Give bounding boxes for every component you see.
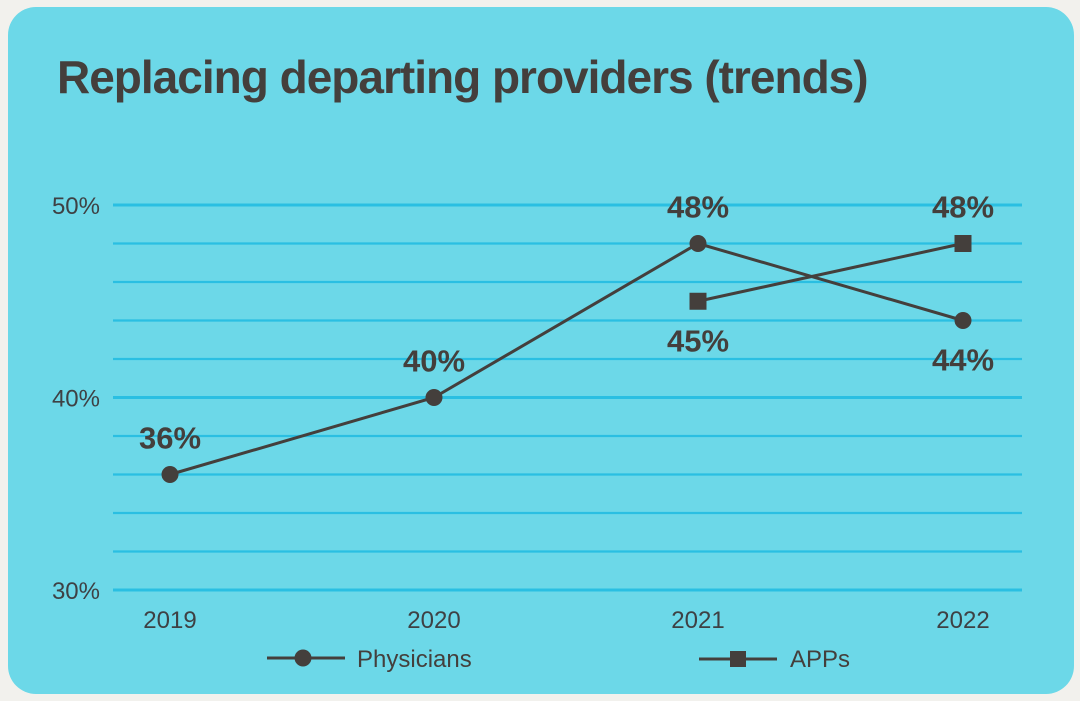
point-physicians-2020 [425,389,443,406]
point-apps-2022 [954,235,972,252]
y-tick-label-40: 40% [52,386,100,413]
point-physicians-2019 [161,466,179,483]
point-apps-2021 [689,292,707,310]
x-tick-label-2019: 2019 [143,607,196,634]
series-line-apps [697,242,964,303]
y-tick-label-30: 30% [52,578,100,605]
x-tick-label-2021: 2021 [671,607,724,634]
legend-marker-apps [730,651,746,667]
legend-label-apps: APPs [790,646,850,673]
data-label-apps-2021: 45% [667,323,729,358]
x-tick-label-2022: 2022 [936,607,989,634]
chart-card [8,7,1074,694]
data-label-physicians-2020: 40% [403,344,465,379]
point-physicians-2021 [689,235,707,252]
y-tick-label-50: 50% [52,193,100,220]
data-label-physicians-2021: 48% [667,190,729,225]
legend-label-physicians: Physicians [357,646,472,673]
series-line-physicians [169,241,964,476]
data-label-apps-2022: 48% [932,190,994,225]
x-tick-label-2020: 2020 [407,607,460,634]
data-label-physicians-2019: 36% [139,421,201,456]
data-label-physicians-2022: 44% [932,343,994,378]
legend-marker-physicians [294,649,312,667]
chart-title: Replacing departing providers (trends) [57,51,869,103]
point-physicians-2022 [954,312,972,329]
